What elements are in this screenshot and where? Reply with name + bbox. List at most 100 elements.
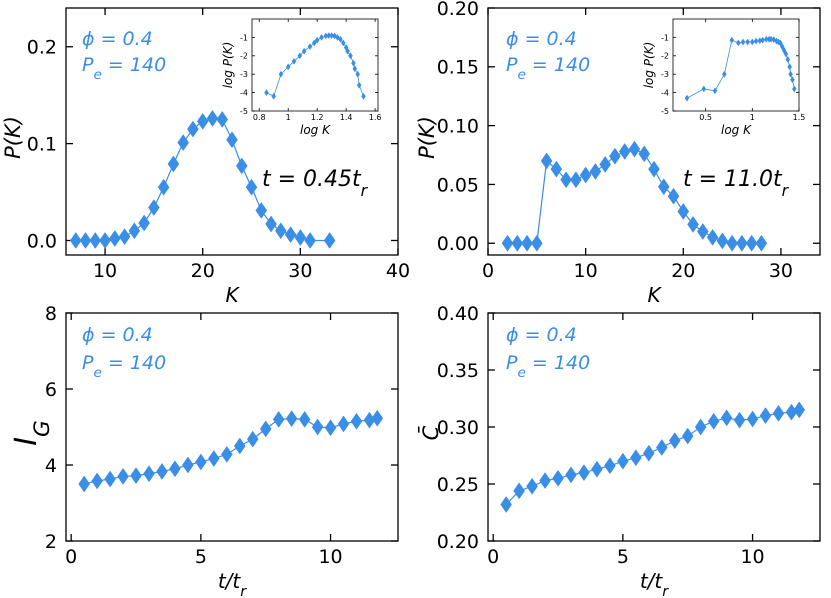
inset-data-point [779,43,785,51]
x-tick-label: 5 [195,546,207,568]
data-point [130,467,142,485]
inset-data-point [311,39,317,47]
data-point [668,432,681,450]
inset-data-point [722,70,727,78]
data-point [148,199,160,216]
inset-y-tick-label: -1 [661,33,669,42]
data-point [579,166,592,184]
y-tick-label: 0.1 [27,133,57,155]
x-tick-label: 30 [769,260,793,282]
data-point [284,226,297,244]
data-point [324,419,337,437]
data-point [638,145,651,163]
inset-data-point [291,57,297,65]
inset-data-point [790,76,795,84]
inset-data-point [760,36,765,44]
inset-data-point [750,38,755,46]
data-point [337,415,350,433]
data-point [206,109,219,127]
data-point [78,475,90,493]
legend-text: ϕ = 0.4 [82,324,153,346]
data-point [706,228,719,246]
legend-text: ϕ = 0.4 [82,28,153,50]
y-tick-label: 0.00 [437,233,479,255]
inset-x-tick-label: 1.2 [311,113,324,122]
y-tick-label: 2 [45,531,57,553]
x-tick-label: 10 [574,260,598,282]
inset-data-point [787,63,792,71]
inset-y-tick-label: -3 [240,70,248,79]
y-tick-label: 0.35 [437,360,479,382]
y-axis-label: IG [9,420,55,446]
data-point [177,134,189,152]
data-point [628,140,641,158]
data-point [285,410,298,428]
data-point [187,120,199,138]
inset-data-point [783,50,789,58]
data-point [560,171,572,189]
inset-data-point [264,89,269,97]
data-point [550,160,563,178]
data-point [169,460,181,478]
data-point [746,410,759,428]
data-point [655,439,668,456]
chart-panel-p1: 10 20 30 40 0.0 0.1 0.2 K P(K) ϕ = 0.4 Pe = 140 t =… [1,7,410,307]
data-point [589,163,602,180]
inset-data-point [314,36,320,44]
x-tick-label: 10 [740,546,764,568]
data-point [272,410,285,428]
data-point [99,232,111,249]
inset-data-point [285,63,291,71]
data-point [501,234,514,252]
inset-axes-frame [251,18,379,112]
inset-x-tick-label: 1 [286,113,291,122]
data-point [157,178,170,196]
y-tick-label: 0.20 [437,0,479,20]
legend-text: ϕ = 0.4 [506,28,577,50]
inset-y-axis-label: log P(K) [221,42,235,89]
x-tick-label: 10 [93,260,117,282]
data-point [599,155,611,173]
data-point [255,202,268,219]
data-point [677,203,690,220]
inset-y-tick-label: -5 [240,107,248,116]
data-point [617,452,629,470]
chart-panel-p4: 0 5 10 0.20 0.25 0.30 0.35 0.40 t/tr C̄ ϕ = 0.4 Pe … [418,303,821,598]
data-point [513,482,525,500]
inset-data-point [297,52,303,60]
data-point [500,496,512,513]
inset-y-tick-label: -4 [240,88,248,97]
data-point [79,232,92,249]
inset-data-point [736,39,741,47]
inset-data-point [785,56,791,63]
y-axis-label: P(K) [415,116,439,159]
data-point [609,147,621,165]
chart-panel-p2: 0 10 20 30 0.00 0.05 0.10 0.15 0.20 K P(K) ϕ = 0.4 P… [415,0,821,307]
chart-panel-p3: 0 5 10 2 4 6 8 t/tr IG ϕ = 0.4 Pe = 140 [9,303,399,598]
x-axis-label: K [225,283,240,307]
data-point [143,465,155,483]
data-point [371,409,384,427]
legend-text: ϕ = 0.4 [506,324,577,346]
data-point [298,410,311,428]
data-point [511,234,524,252]
data-point [720,409,733,427]
inset-data-point [788,70,793,78]
inset-y-tick-label: -1 [240,33,248,42]
inset-y-tick-label: -5 [661,107,669,116]
data-point [772,404,785,422]
data-point [630,449,642,467]
inset-x-tick-label: 0.8 [253,113,266,122]
data-point [697,223,709,240]
inset-data-point [348,52,353,60]
inset-x-tick-label: 0.5 [699,113,712,122]
data-point [208,450,220,467]
data-point [745,234,758,252]
inset-data-point [768,35,774,43]
inset-panel: 0.8 1 1.2 1.4 1.6 -5 -4 -3 -2 -1 log K log P(K) [221,18,381,137]
data-point [694,418,707,436]
inset-y-tick-label: -2 [240,52,248,61]
x-axis-label: K [647,283,662,307]
time-annotation: t = 11.0tr [683,167,790,200]
x-tick-label: 0 [482,260,494,282]
